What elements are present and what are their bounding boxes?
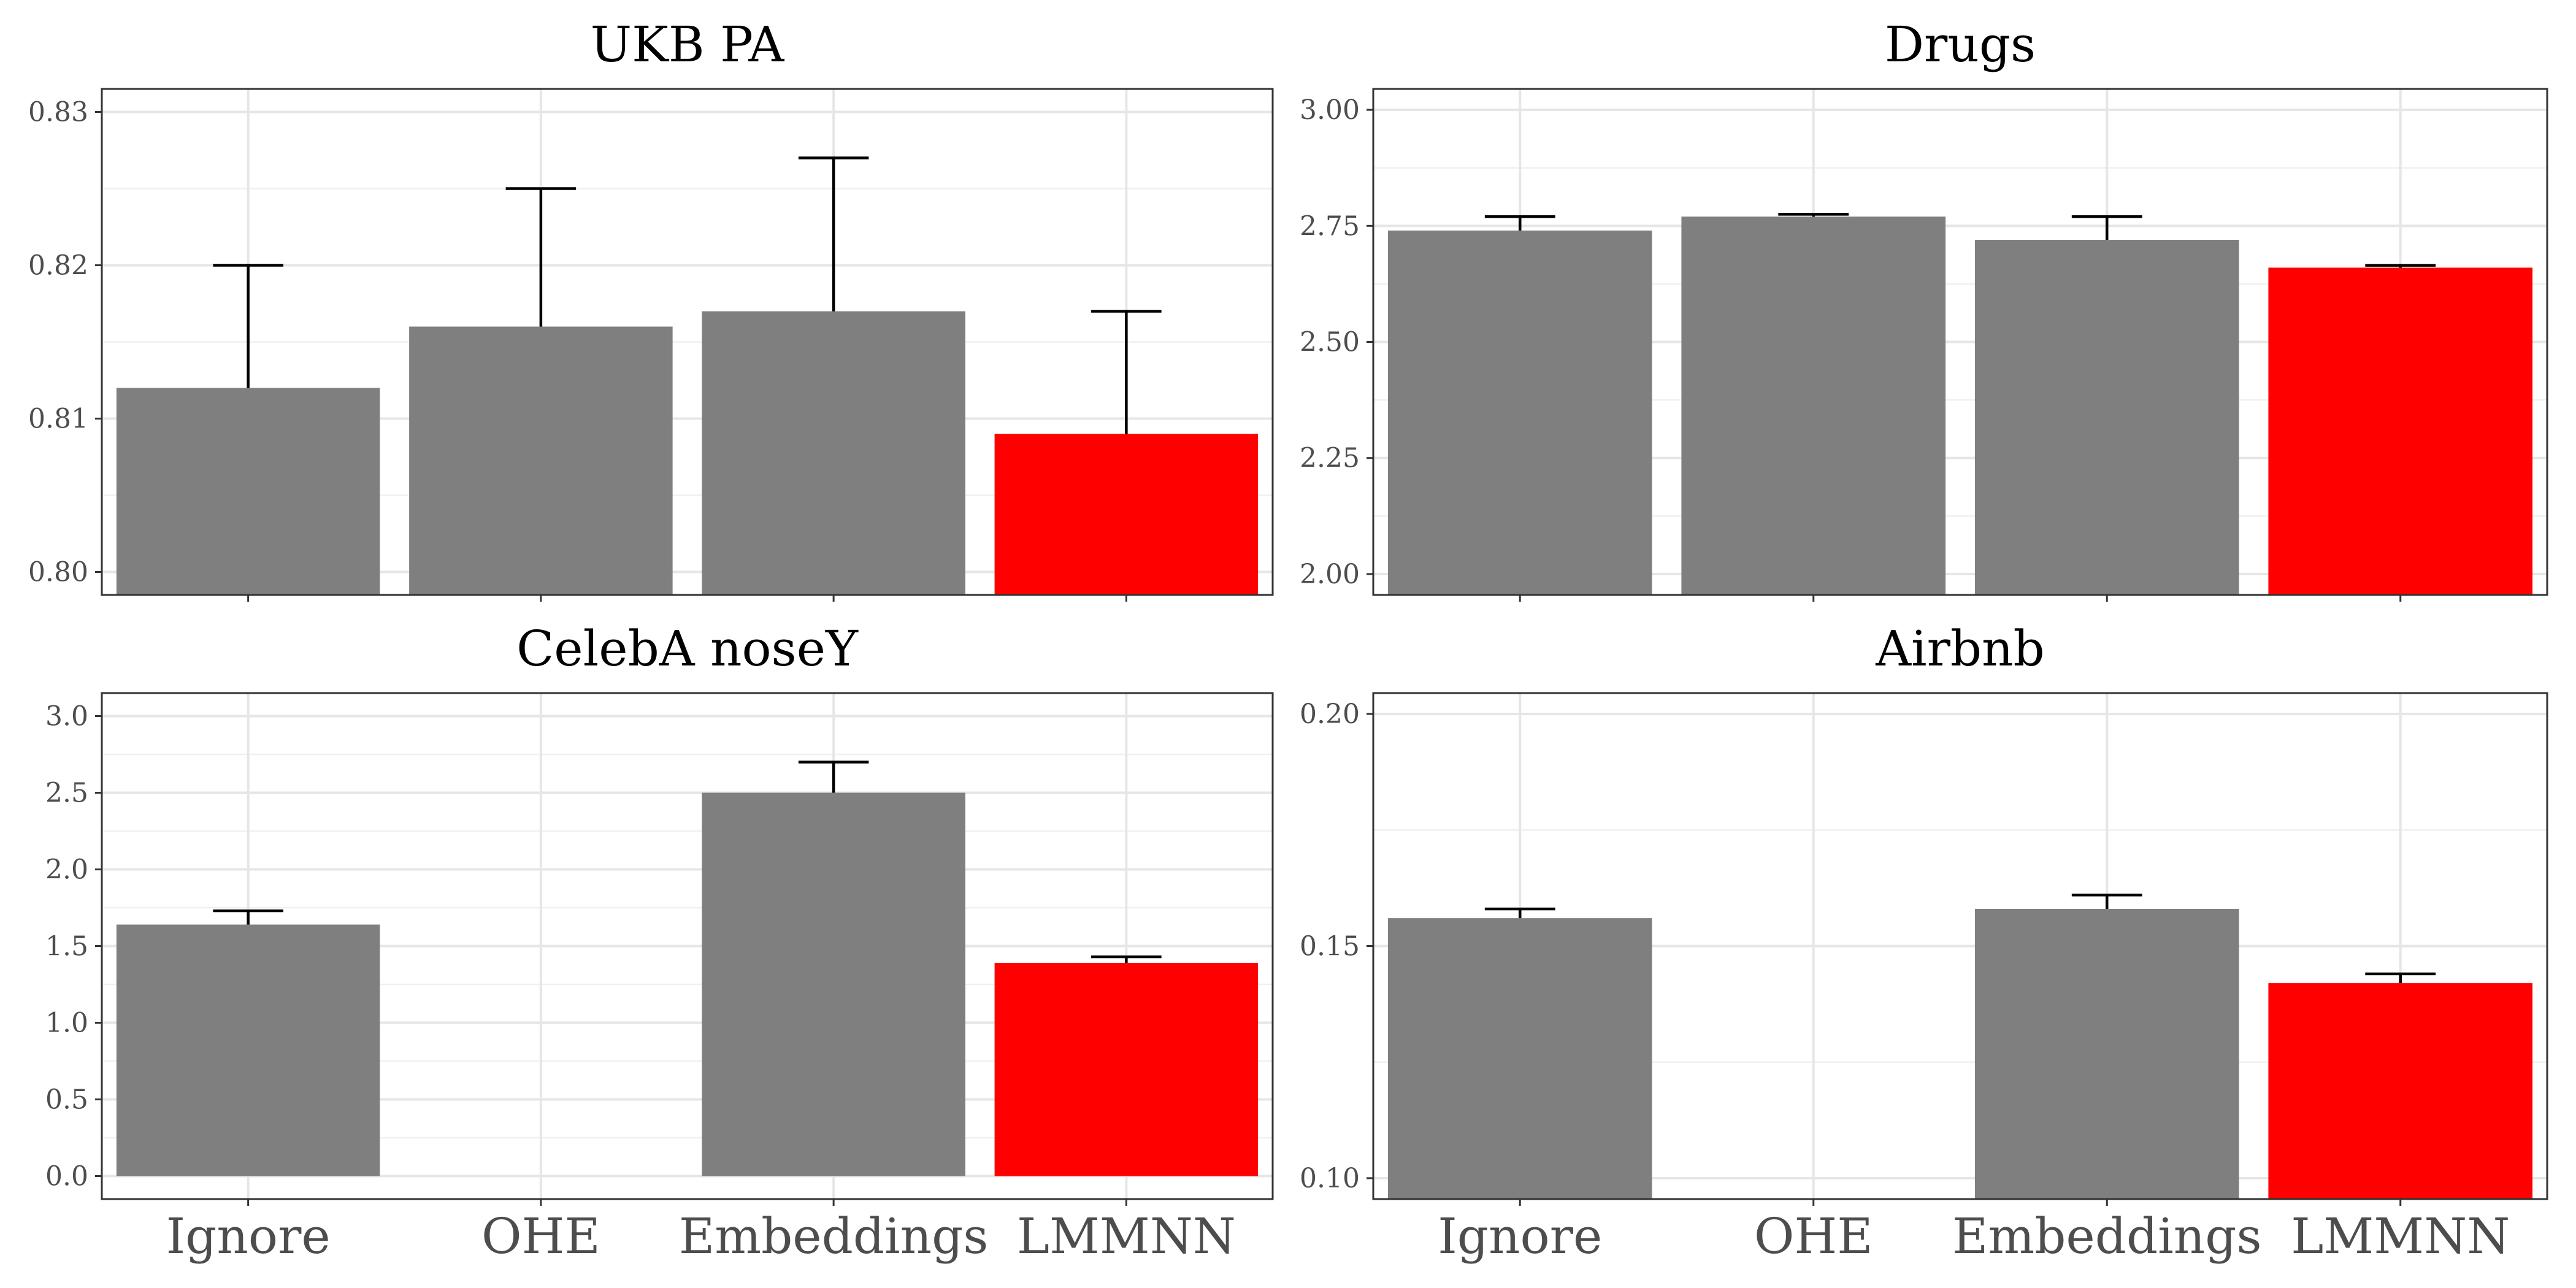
bar-embeddings [702, 311, 965, 595]
y-tick-label: 0.5 [45, 1084, 88, 1116]
error-bar-ignore [1484, 215, 1555, 231]
y-tick-label: 0.82 [28, 250, 88, 282]
x-tick-label-lmmnn: LMMNN [1017, 1208, 1236, 1265]
bar-lmmnn [2268, 267, 2533, 596]
error-bar-embeddings [2071, 893, 2142, 909]
y-tick-label: 0.10 [1300, 1163, 1360, 1194]
y-tick-label: 2.00 [1300, 559, 1360, 590]
error-bar-lmmnn [2365, 264, 2436, 268]
error-bar-ignore [1484, 907, 1555, 919]
error-bar-ohe [1778, 213, 1849, 217]
bar-lmmnn [2268, 983, 2533, 1199]
x-tick-label-embeddings: Embeddings [679, 1208, 989, 1265]
bar-embeddings [702, 792, 965, 1176]
y-tick-label: 0.83 [28, 97, 88, 128]
error-bar-embeddings [798, 761, 869, 793]
bar-embeddings [1974, 239, 2239, 596]
x-tick-label-ohe: OHE [481, 1208, 600, 1265]
bar-ohe [409, 326, 673, 595]
y-tick-label: 3.00 [1300, 94, 1360, 126]
y-tick-label: 0.80 [28, 557, 88, 588]
bar-ignore [116, 388, 380, 595]
panel-title: CelebA noseY [516, 620, 859, 677]
error-bar-lmmnn [1091, 955, 1162, 963]
x-tick-label-lmmnn: LMMNN [2291, 1208, 2510, 1265]
y-tick-label: 2.50 [1300, 327, 1360, 358]
panel-title: Drugs [1885, 16, 2036, 73]
y-tick-label: 1.0 [45, 1008, 88, 1039]
y-tick-label: 0.0 [45, 1161, 88, 1192]
error-bar-ignore [213, 264, 283, 388]
panel-celeba-nosey: 0.0 0.5 1.0 1.5 2.0 2.5 3.0 Ignore OHE Embeddings… [45, 620, 1274, 1265]
y-tick-label: 0.15 [1300, 931, 1360, 962]
panel-title: Airbnb [1875, 620, 2045, 677]
error-bar-lmmnn [2365, 972, 2436, 984]
x-tick-label-embeddings: Embeddings [1952, 1208, 2262, 1265]
x-tick-label-ohe: OHE [1754, 1208, 1873, 1265]
bar-ignore [1387, 918, 1652, 1199]
x-tick-label-ignore: Ignore [1438, 1208, 1602, 1265]
y-tick-label: 0.20 [1300, 699, 1360, 730]
bar-ignore [116, 924, 380, 1176]
bar-lmmnn [994, 434, 1259, 595]
error-bar-embeddings [798, 156, 869, 312]
panel-drugs: 2.00 2.25 2.50 2.75 3.00 Drugs [1300, 16, 2548, 602]
y-tick-label: 3.0 [45, 701, 88, 732]
error-bar-lmmnn [1091, 310, 1162, 434]
panel-airbnb: 0.10 0.15 0.20 Ignore OHE Embeddings LMMNN Airb… [1300, 620, 2548, 1265]
error-bar-ohe [505, 187, 577, 327]
bar-lmmnn [994, 963, 1259, 1176]
panel-ukb-pa: 0.80 0.81 0.82 0.83 UKB PA [28, 16, 1274, 602]
y-tick-label: 2.25 [1300, 443, 1360, 474]
error-bar-ignore [213, 909, 283, 925]
y-tick-label: 2.0 [45, 854, 88, 886]
bar-ohe [1681, 217, 1946, 595]
y-tick-label: 2.75 [1300, 210, 1360, 242]
panel-title: UKB PA [591, 16, 785, 73]
panel-border [101, 88, 1274, 596]
y-tick-label: 1.5 [45, 931, 88, 962]
y-tick-label: 2.5 [45, 778, 88, 809]
error-bar-embeddings [2071, 215, 2142, 240]
x-tick-label-ignore: Ignore [166, 1208, 331, 1265]
bar-embeddings [1974, 908, 2239, 1199]
y-tick-label: 0.81 [28, 404, 88, 435]
bar-ignore [1387, 230, 1652, 595]
